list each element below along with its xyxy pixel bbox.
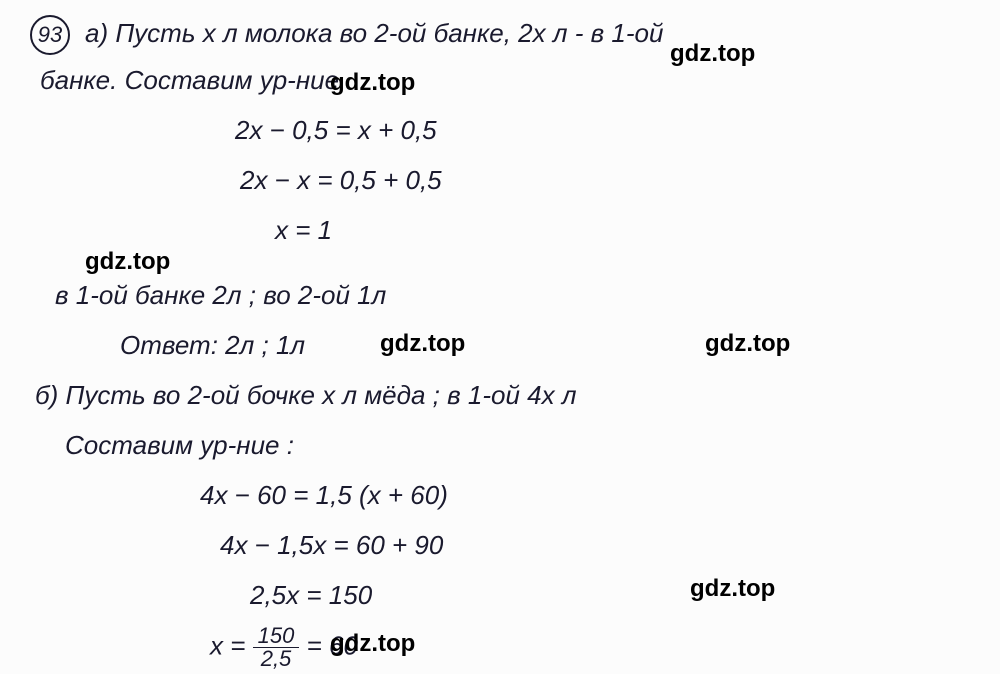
text-line-3: в 1-ой банке 2л ; во 2-ой 1л xyxy=(55,280,386,311)
equation-line-3: x = 1 xyxy=(275,215,332,246)
fraction-numerator: 150 xyxy=(253,625,300,648)
watermark: gdz.top xyxy=(670,40,755,68)
equation-line-4: 4x − 60 = 1,5 (x + 60) xyxy=(200,480,448,511)
equation-line-2: 2x − x = 0,5 + 0,5 xyxy=(240,165,442,196)
text-line-5: Составим ур-ние : xyxy=(65,430,294,461)
watermark: gdz.top xyxy=(85,248,170,276)
watermark: gdz.top xyxy=(380,330,465,358)
fraction-denominator: 2,5 xyxy=(256,648,297,670)
watermark: gdz.top xyxy=(690,575,775,603)
equation-line-6: 2,5x = 150 xyxy=(250,580,372,611)
equation-line-1: 2x − 0,5 = x + 0,5 xyxy=(235,115,437,146)
text-line-4: б) Пусть во 2-ой бочке x л мёда ; в 1-ой… xyxy=(35,380,576,411)
watermark: gdz.top xyxy=(705,330,790,358)
problem-number: 93 xyxy=(38,22,62,48)
watermark: gdz.top xyxy=(330,69,415,97)
fraction: 150 2,5 xyxy=(253,625,300,670)
watermark: gdz.top xyxy=(330,630,415,658)
text-line-1: а) Пусть x л молока во 2-ой банке, 2x л … xyxy=(85,18,663,49)
answer-line-a: Ответ: 2л ; 1л xyxy=(120,330,305,361)
text-line-2: банке. Составим ур-ние xyxy=(40,65,339,96)
equation-line-5: 4x − 1,5x = 60 + 90 xyxy=(220,530,443,561)
eq7-prefix: x = xyxy=(210,630,253,660)
problem-number-circle: 93 xyxy=(30,15,70,55)
